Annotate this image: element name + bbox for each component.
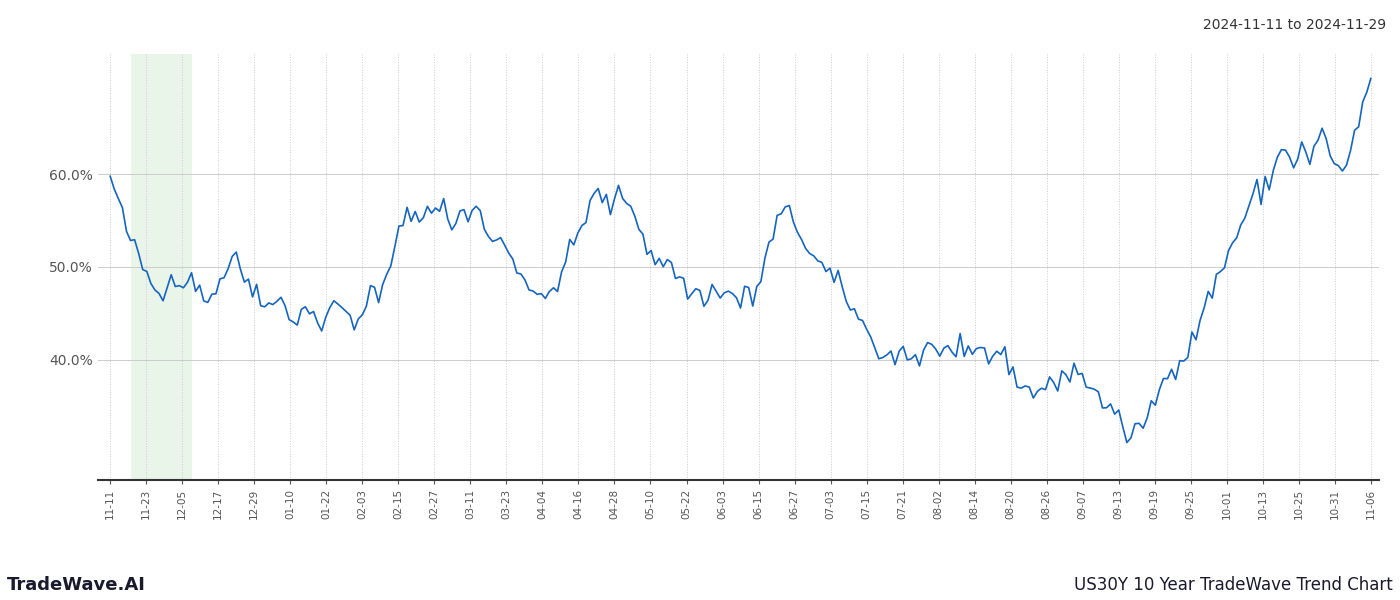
Text: US30Y 10 Year TradeWave Trend Chart: US30Y 10 Year TradeWave Trend Chart	[1074, 576, 1393, 594]
Text: 2024-11-11 to 2024-11-29: 2024-11-11 to 2024-11-29	[1203, 18, 1386, 32]
Bar	[130, 54, 192, 480]
Text: TradeWave.AI: TradeWave.AI	[7, 576, 146, 594]
